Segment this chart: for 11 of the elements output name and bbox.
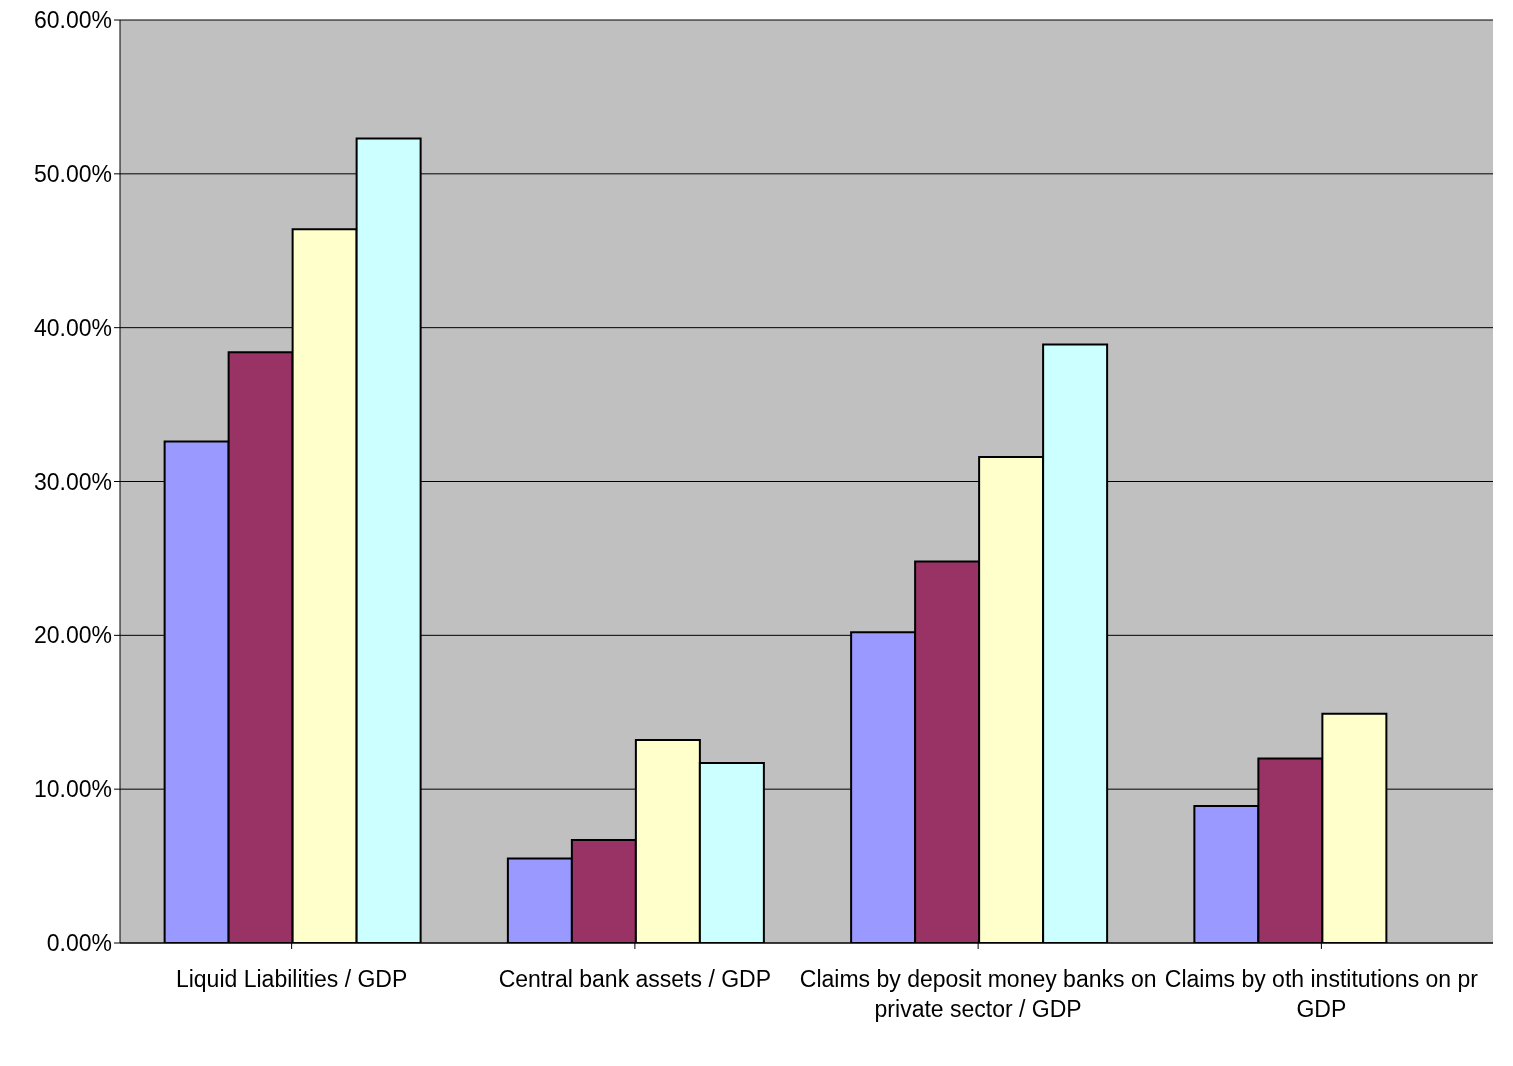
- y-tick-label: 40.00%: [33, 314, 112, 341]
- y-tick-label: 20.00%: [33, 622, 112, 649]
- y-tick-label: 0.00%: [46, 930, 112, 957]
- x-tick-label: Liquid Liabilities / GDP: [175, 966, 408, 992]
- y-tick-label: 50.00%: [33, 161, 112, 187]
- x-tick-label: Claims by deposit money banks on private sector / GDP: [799, 966, 1157, 1022]
- y-tick-label: 30.00%: [33, 468, 112, 495]
- x-tick-label: Claims by oth institutions on pr GDP: [1164, 966, 1479, 1022]
- y-tick-label: 10.00%: [33, 776, 112, 803]
- y-tick-label: 60.00%: [33, 7, 112, 34]
- x-tick-label: Central bank assets / GDP: [498, 966, 772, 992]
